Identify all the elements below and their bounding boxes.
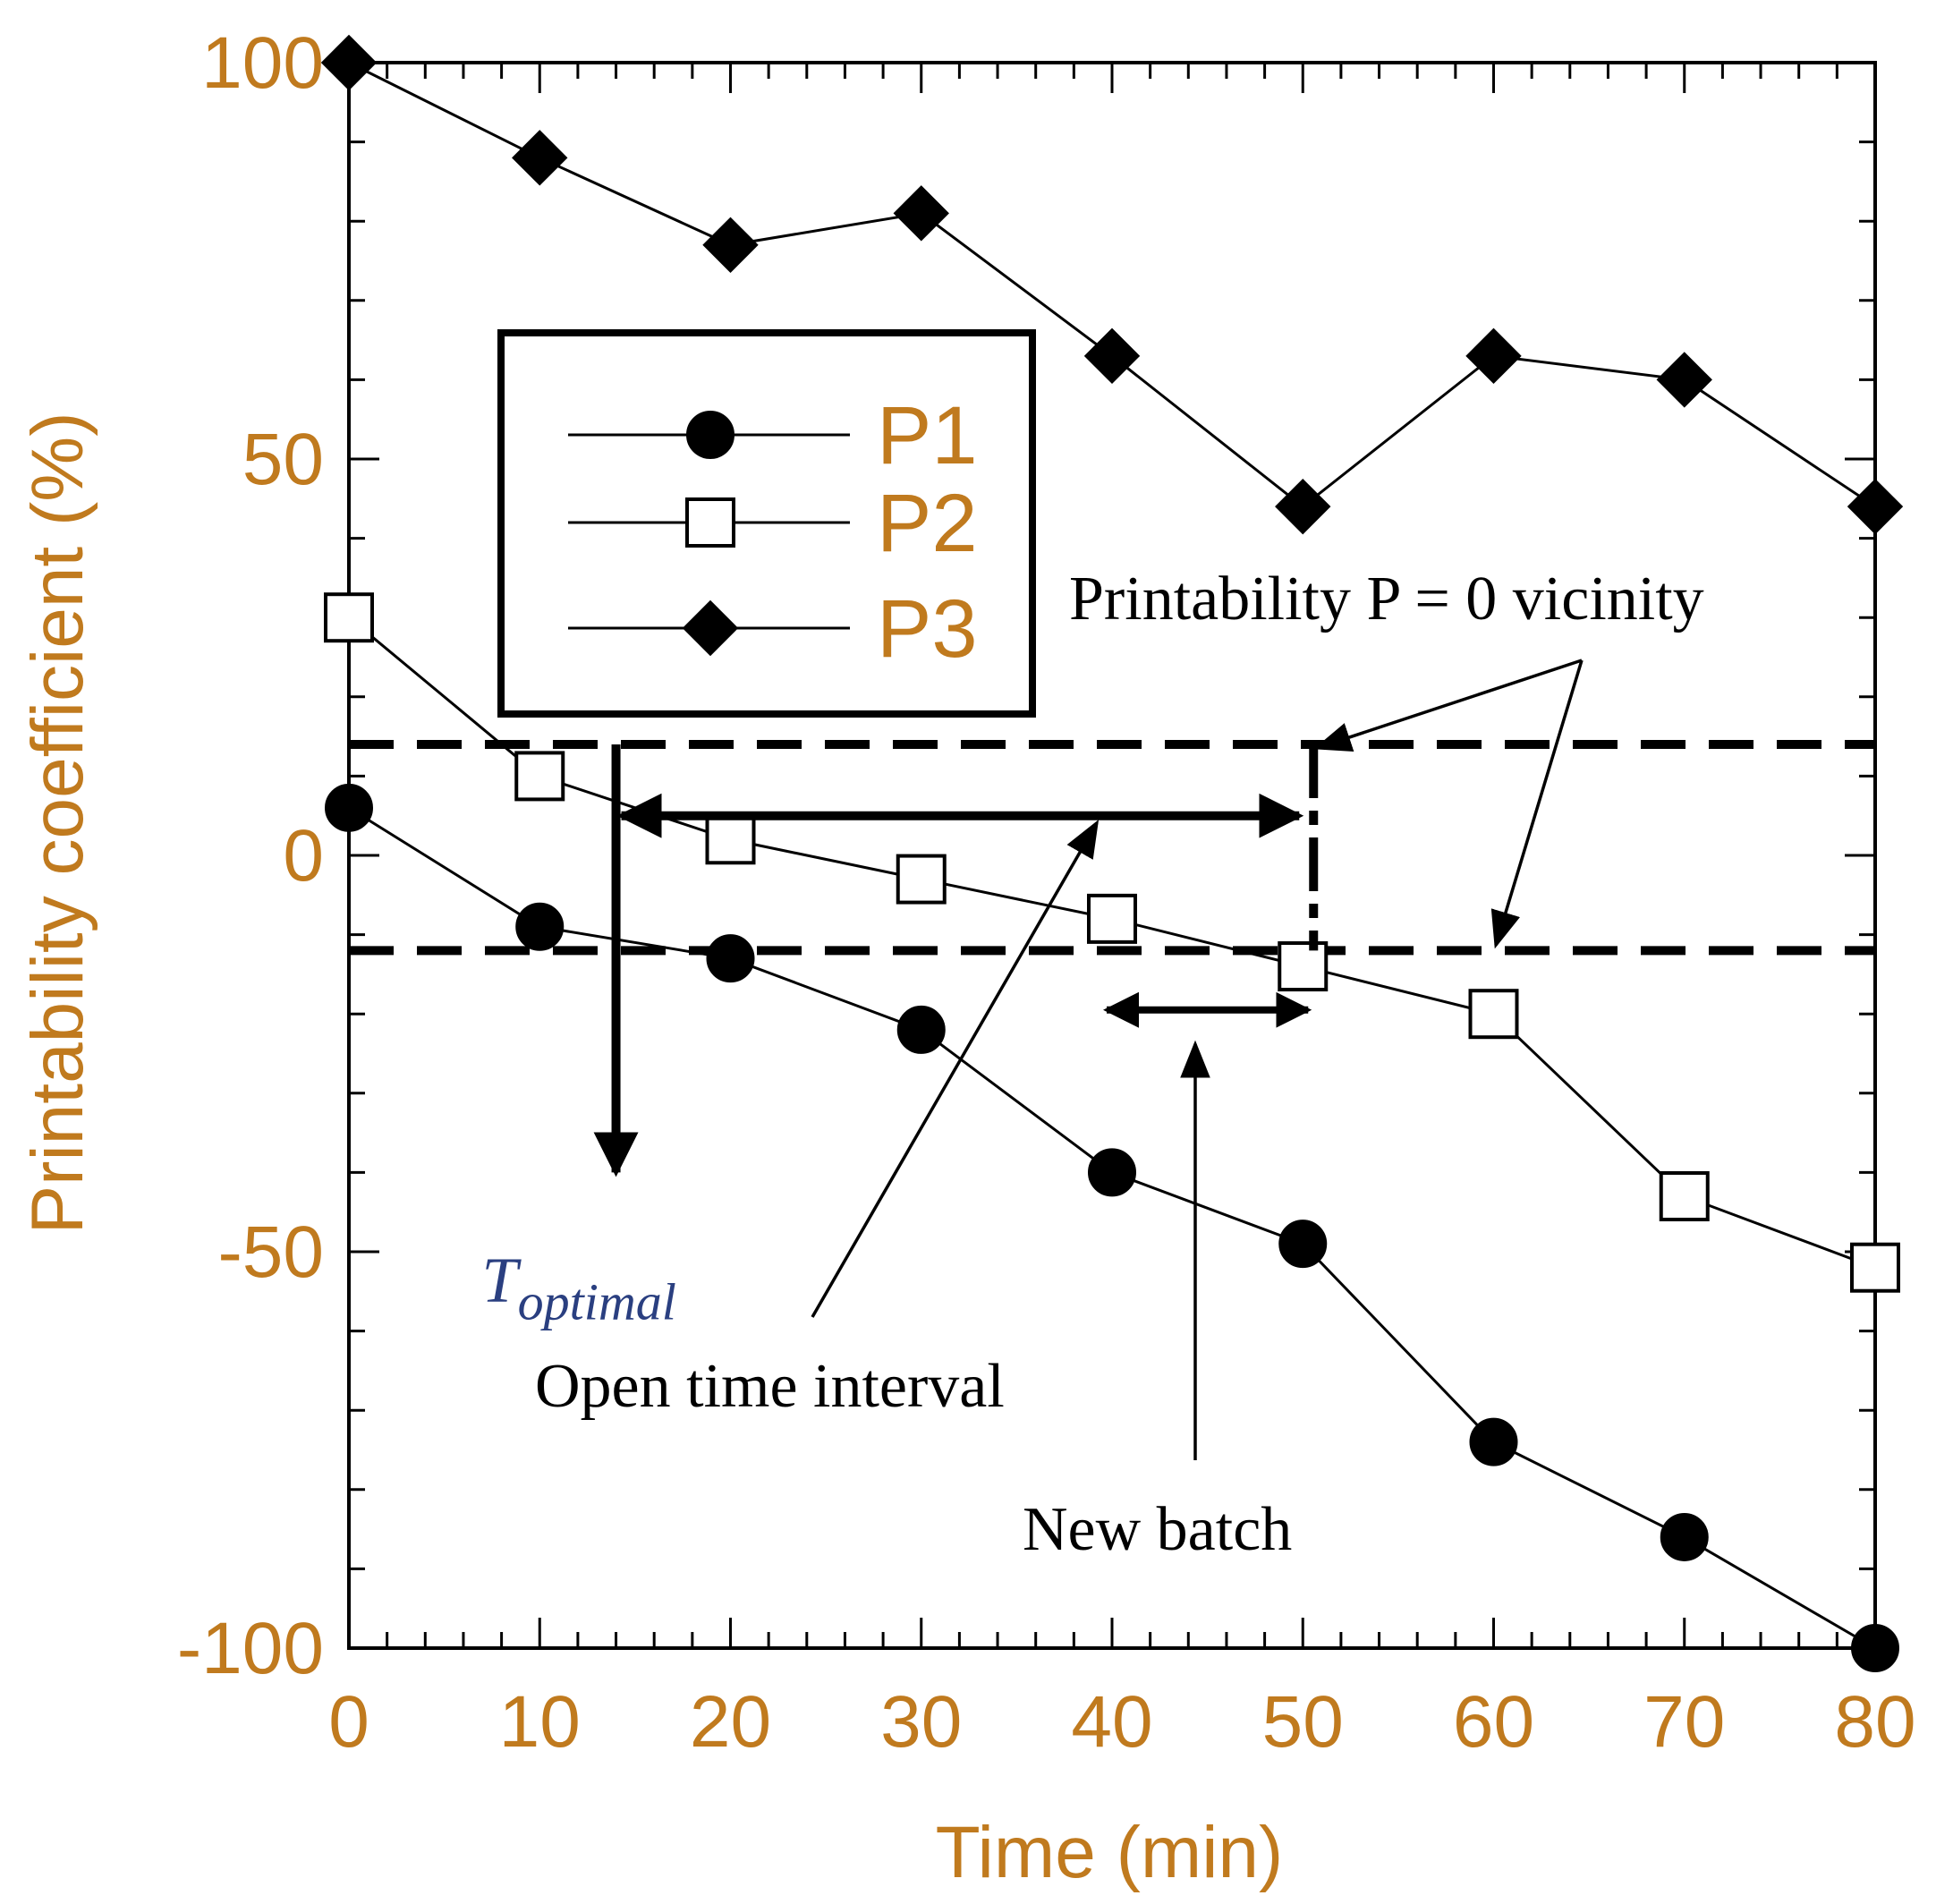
- legend-marker-p2: [685, 497, 735, 548]
- legend-label-p3: P3: [877, 583, 978, 675]
- y-tick-label: -100: [177, 1608, 324, 1689]
- annotations: Toptimal Printability P = 0 vicinity Open …: [482, 565, 1704, 1564]
- legend-label-p1: P1: [877, 390, 978, 481]
- tick-labels: 0 10 20 30 40 50 60 70 80 100 50 0 -50 -100: [177, 22, 1916, 1763]
- y-tick-label: 100: [201, 22, 324, 104]
- t-optimal-label: Toptimal: [482, 1245, 676, 1331]
- series-p1-point: [515, 902, 565, 951]
- x-axis-title: Time (min): [936, 1812, 1284, 1893]
- x-tick-label: 40: [1071, 1681, 1152, 1763]
- series-p1-point: [1660, 1512, 1709, 1561]
- open-interval-label: Open time interval: [535, 1352, 1005, 1421]
- series-p2-point: [1850, 1242, 1900, 1293]
- series-p3-point: [320, 34, 378, 91]
- vicinity-pointer-upper: [1313, 659, 1583, 752]
- series-p3-point: [1847, 478, 1904, 535]
- series-p2-point: [1278, 941, 1329, 992]
- vicinity-label: Printability P = 0 vicinity: [1069, 565, 1704, 633]
- y-tick-label: 50: [242, 419, 324, 500]
- x-tick-label: 30: [880, 1681, 962, 1763]
- t-optimal-subscript: optimal: [518, 1273, 676, 1331]
- series-p1-point: [325, 783, 373, 832]
- open-interval-pointer: [811, 820, 1100, 1318]
- series-p3: [320, 34, 1904, 535]
- series-p3-point: [1465, 327, 1522, 385]
- new-batch-label: New batch: [1023, 1495, 1292, 1564]
- series-p1: [325, 783, 1899, 1672]
- series-p3-point: [1083, 327, 1141, 385]
- series-p1-point: [1088, 1148, 1136, 1197]
- series-p1-point: [1851, 1624, 1899, 1672]
- series-p3-point: [1656, 352, 1712, 408]
- series-p2-point: [324, 592, 374, 643]
- series-p1-point: [706, 934, 755, 983]
- legend-label-p2: P2: [877, 478, 978, 569]
- x-tick-label: 20: [690, 1681, 771, 1763]
- y-tick-label: 0: [283, 815, 324, 897]
- vicinity-pointer-lower: [1490, 659, 1584, 949]
- series-p2-point: [1468, 989, 1519, 1040]
- series-p3-point: [1275, 478, 1331, 535]
- series-p1-point: [1278, 1220, 1328, 1269]
- series-p2-point: [514, 751, 565, 802]
- x-tick-label: 60: [1453, 1681, 1534, 1763]
- x-tick-label: 0: [328, 1681, 369, 1763]
- t-optimal-letter: T: [482, 1245, 522, 1316]
- series-p1-point: [1469, 1417, 1518, 1466]
- series-p2-point: [1659, 1170, 1710, 1221]
- series-p3-point: [512, 130, 568, 186]
- series-p2-point: [1087, 893, 1137, 944]
- series-p2-point: [705, 814, 756, 865]
- legend-marker-p3: [682, 599, 739, 657]
- y-axis-title: Printability coefficient (%): [17, 412, 98, 1234]
- series-p1-point: [896, 1005, 946, 1054]
- x-tick-label: 10: [499, 1681, 581, 1763]
- legend-marker-p1: [686, 411, 734, 459]
- series-p2-point: [896, 854, 947, 905]
- x-tick-label: 50: [1262, 1681, 1344, 1763]
- series-p3-point: [893, 185, 949, 242]
- reference-lines: [349, 739, 1875, 956]
- y-tick-label: -50: [217, 1211, 324, 1293]
- x-tick-label: 70: [1643, 1681, 1725, 1763]
- series-p2: [324, 592, 1900, 1293]
- series-p3-point: [702, 217, 759, 273]
- series-group: [320, 34, 1904, 1672]
- x-tick-label: 80: [1834, 1681, 1915, 1763]
